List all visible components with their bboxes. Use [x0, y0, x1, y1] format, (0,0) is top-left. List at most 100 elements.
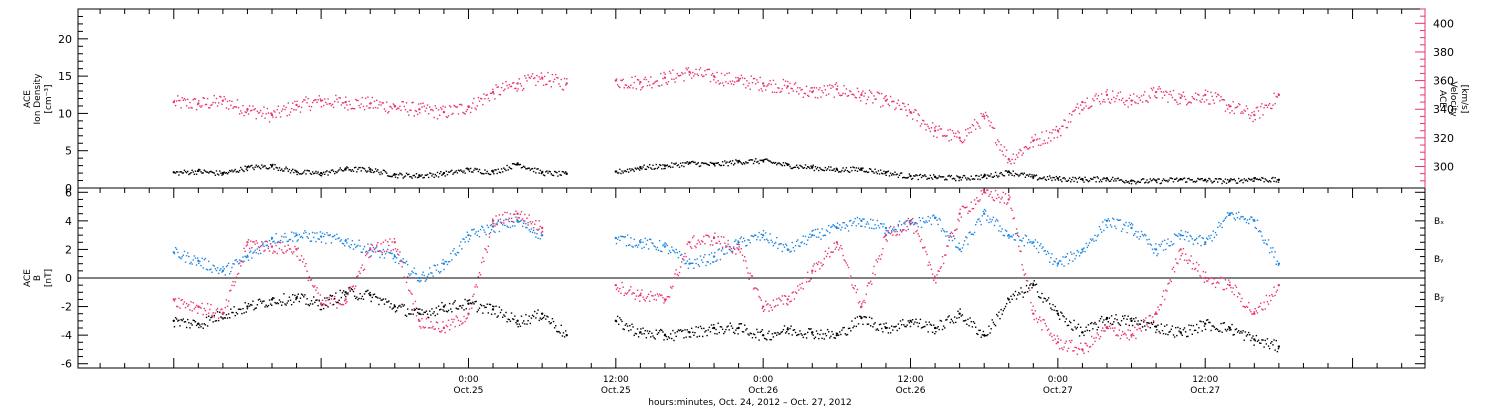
- velocity-point: [180, 107, 182, 109]
- bx-point: [445, 310, 448, 312]
- bz-point: [966, 206, 968, 208]
- velocity-point: [944, 134, 946, 137]
- bx-point: [1029, 284, 1031, 286]
- bz-point: [786, 303, 788, 305]
- density-point: [882, 173, 884, 175]
- velocity-point: [627, 85, 630, 88]
- bx-point: [475, 300, 477, 303]
- bx-point: [219, 311, 221, 314]
- velocity-point: [897, 99, 900, 101]
- by-point: [215, 269, 218, 272]
- bz-point: [1170, 280, 1172, 283]
- bz-point: [1055, 342, 1058, 345]
- density-point: [706, 163, 708, 166]
- by-point: [652, 242, 654, 245]
- velocity-point: [315, 99, 317, 101]
- bz-point: [367, 252, 369, 254]
- velocity-point: [844, 93, 846, 95]
- bx-point: [331, 295, 334, 297]
- by-point: [629, 244, 631, 246]
- bx-point: [725, 328, 727, 331]
- density-point: [255, 164, 257, 166]
- bz-point: [261, 241, 263, 243]
- by-point: [1212, 230, 1214, 232]
- density-point: [915, 174, 917, 176]
- density-point: [1054, 179, 1056, 181]
- density-point: [1091, 178, 1093, 180]
- by-point: [1061, 263, 1063, 265]
- density-point: [622, 172, 624, 174]
- velocity-point: [473, 97, 475, 100]
- density-point: [247, 165, 250, 167]
- density-point: [1008, 174, 1010, 176]
- bx-point: [486, 303, 488, 305]
- density-point: [1264, 178, 1266, 180]
- by-point: [920, 226, 923, 229]
- bz-point: [278, 247, 281, 250]
- bx-point: [1044, 298, 1046, 300]
- density-point: [740, 162, 743, 164]
- bx-point: [282, 301, 284, 303]
- bz-point: [458, 324, 461, 326]
- velocity-point: [868, 89, 871, 92]
- bz-point: [476, 286, 478, 288]
- bx-point: [235, 311, 238, 314]
- by-point: [1240, 216, 1242, 218]
- density-point: [309, 172, 312, 175]
- by-point: [915, 221, 917, 224]
- density-point: [1068, 177, 1071, 179]
- bx-point: [469, 302, 472, 304]
- by-point: [316, 232, 318, 234]
- density-point: [999, 172, 1001, 175]
- bz-point: [1178, 250, 1180, 252]
- density-point: [326, 170, 328, 172]
- velocity-point: [545, 83, 547, 86]
- density-point: [906, 177, 908, 179]
- density-point: [1135, 183, 1137, 185]
- density-value: [344, 167, 347, 170]
- density-point: [273, 168, 275, 170]
- density-point: [237, 171, 240, 173]
- by-point: [1140, 230, 1143, 233]
- bz-point: [746, 267, 748, 269]
- by-point: [1204, 243, 1207, 245]
- density-point: [808, 166, 810, 168]
- velocity-point: [751, 81, 754, 84]
- by-point: [1258, 230, 1261, 232]
- bz-point: [382, 241, 385, 243]
- by-point: [1175, 234, 1177, 236]
- bx-point: [920, 327, 923, 329]
- bx-point: [1115, 314, 1117, 316]
- velocity-point: [426, 104, 429, 106]
- density-point: [798, 167, 800, 170]
- bx-point: [427, 316, 430, 319]
- density-point: [1186, 181, 1188, 183]
- by-point: [833, 224, 835, 227]
- density-point: [373, 171, 376, 173]
- by-point: [1169, 245, 1171, 247]
- by-point: [1103, 229, 1105, 232]
- bx-point: [815, 330, 818, 332]
- bx-point: [905, 325, 907, 328]
- velocity-point: [1198, 94, 1200, 96]
- density-point: [635, 168, 638, 170]
- bx-point: [1046, 299, 1049, 301]
- bz-point: [338, 302, 340, 305]
- density-point: [1144, 182, 1146, 184]
- bx-point: [415, 307, 418, 309]
- bx-point: [437, 305, 440, 307]
- bx-point: [454, 300, 456, 302]
- density-point: [437, 176, 440, 178]
- density-point: [1169, 177, 1171, 179]
- density-point: [225, 172, 228, 174]
- velocity-point: [855, 97, 858, 99]
- bz-point: [1205, 280, 1208, 282]
- by-point: [888, 232, 891, 234]
- velocity-point: [1237, 102, 1240, 105]
- bx-point: [813, 337, 816, 340]
- density-point: [744, 163, 746, 165]
- velocity-point: [1151, 89, 1154, 91]
- bx-point: [698, 335, 701, 337]
- by-point: [795, 240, 798, 243]
- by-point: [929, 217, 932, 219]
